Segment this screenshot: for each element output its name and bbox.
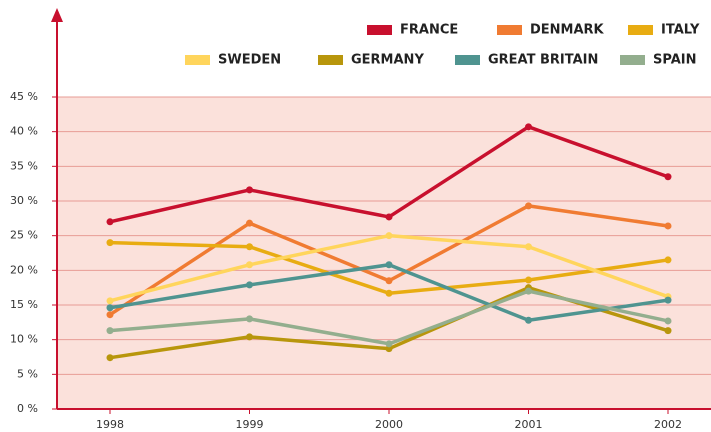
point: [385, 213, 393, 221]
legend-swatch: [497, 25, 522, 35]
point: [664, 327, 672, 335]
point: [664, 296, 672, 304]
x-tick-label: 2001: [515, 418, 543, 431]
y-tick-label: 10 %: [10, 333, 38, 346]
legend-label: GERMANY: [351, 53, 424, 68]
point: [106, 311, 114, 319]
legend-label: FRANCE: [400, 23, 458, 38]
point: [385, 340, 393, 348]
y-tick-label: 45 %: [10, 90, 38, 103]
point: [385, 345, 393, 353]
point: [385, 289, 393, 297]
point: [246, 219, 253, 227]
y-tick-label: 0 %: [17, 402, 38, 415]
y-tick-label: 15 %: [10, 298, 38, 311]
y-tick-label: 25 %: [10, 229, 38, 242]
y-tick-label: 5 %: [17, 367, 38, 380]
y-tick-label: 20 %: [10, 263, 38, 276]
point: [106, 218, 114, 226]
point: [106, 327, 114, 335]
point: [246, 315, 253, 323]
point: [246, 333, 253, 341]
point: [106, 297, 114, 305]
point: [246, 243, 253, 251]
point: [106, 304, 114, 312]
legend-label: DENMARK: [530, 23, 605, 38]
legend-swatch: [318, 55, 343, 65]
legend-swatch: [628, 25, 653, 35]
point: [664, 222, 672, 230]
x-tick-label: 2002: [654, 418, 682, 431]
point: [385, 261, 393, 269]
y-tick-label: 40 %: [10, 125, 38, 138]
point: [106, 239, 114, 247]
legend-swatch: [185, 55, 210, 65]
legend-swatch: [620, 55, 645, 65]
plot-background: [57, 97, 711, 409]
point: [385, 232, 393, 240]
y-tick-label: 30 %: [10, 194, 38, 207]
y-tick-label: 35 %: [10, 159, 38, 172]
x-tick-label: 2000: [375, 418, 403, 431]
point: [385, 277, 393, 285]
legend-label: ITALY: [661, 23, 700, 38]
point: [664, 317, 672, 325]
point: [246, 186, 253, 194]
x-tick-label: 1998: [96, 418, 124, 431]
legend-swatch: [455, 55, 480, 65]
point: [246, 281, 253, 289]
legend-swatch: [367, 25, 392, 35]
point: [525, 123, 532, 131]
point: [525, 243, 532, 251]
legend-label: SPAIN: [653, 53, 696, 68]
point: [525, 202, 532, 210]
point: [246, 261, 253, 269]
point: [525, 276, 532, 284]
legend-label: GREAT BRITAIN: [488, 53, 598, 68]
x-tick-label: 1999: [236, 418, 264, 431]
point: [664, 256, 672, 264]
point: [525, 316, 532, 324]
y-axis-arrow: [51, 8, 63, 22]
point: [664, 173, 672, 181]
point: [106, 354, 114, 362]
legend-label: SWEDEN: [218, 53, 281, 68]
point: [525, 287, 532, 295]
